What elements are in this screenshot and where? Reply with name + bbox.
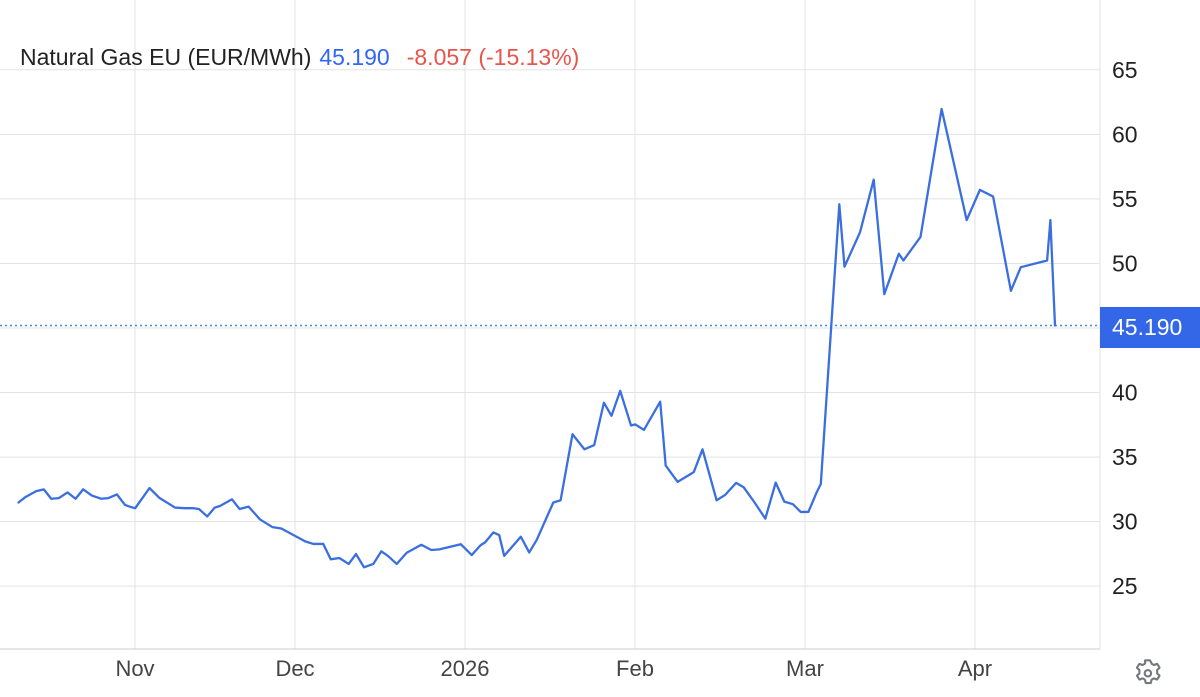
svg-text:Mar: Mar [786,656,824,681]
svg-text:65: 65 [1112,57,1138,83]
svg-text:2026: 2026 [441,656,490,681]
svg-text:50: 50 [1112,250,1138,276]
svg-text:Dec: Dec [275,656,314,681]
svg-text:40: 40 [1112,380,1138,406]
svg-text:Feb: Feb [616,656,654,681]
svg-text:30: 30 [1112,509,1138,535]
svg-text:25: 25 [1112,573,1138,599]
svg-text:55: 55 [1112,186,1138,212]
svg-text:Apr: Apr [958,656,992,681]
svg-text:35: 35 [1112,444,1138,470]
svg-text:Nov: Nov [115,656,154,681]
svg-text:60: 60 [1112,121,1138,147]
